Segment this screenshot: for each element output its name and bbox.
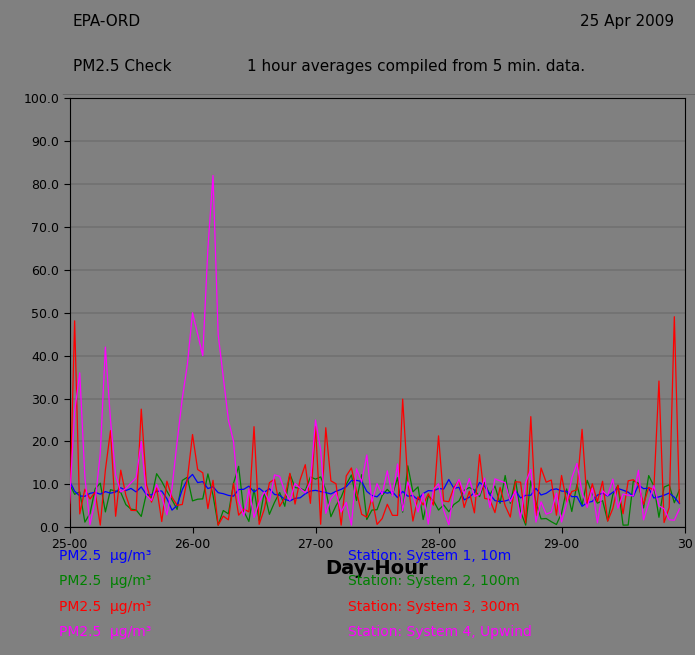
Text: PM2.5  μg/m³: PM2.5 μg/m³ [59,574,152,588]
Text: 25 Apr 2009: 25 Apr 2009 [580,14,674,29]
Text: Station: System 1, 10m: Station: System 1, 10m [348,549,511,563]
Text: Station: System 3, 300m: Station: System 3, 300m [348,599,519,614]
X-axis label: Day-Hour: Day-Hour [326,559,428,578]
Text: PM2.5  μg/m³: PM2.5 μg/m³ [59,625,152,639]
Text: PM2.5  μg/m³: PM2.5 μg/m³ [59,549,152,563]
Text: PM2.5 Check: PM2.5 Check [73,59,172,74]
Text: Station: System 4, Upwind: Station: System 4, Upwind [348,625,532,639]
Text: PM2.5  μg/m³: PM2.5 μg/m³ [59,599,152,614]
Text: EPA-ORD: EPA-ORD [73,14,141,29]
Text: Station: System 2, 100m: Station: System 2, 100m [348,574,519,588]
Text: 1 hour averages compiled from 5 min. data.: 1 hour averages compiled from 5 min. dat… [247,59,585,74]
